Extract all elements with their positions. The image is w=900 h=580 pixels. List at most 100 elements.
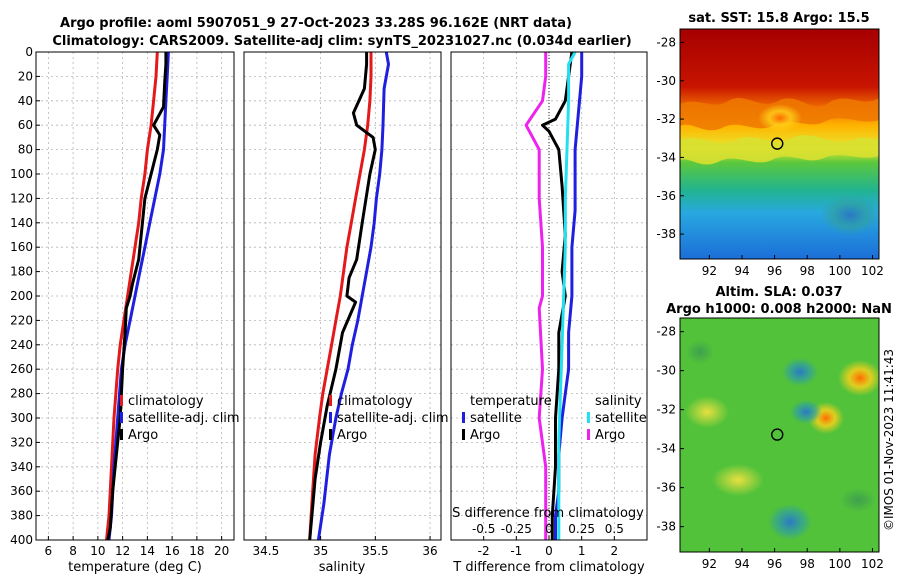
salinity-x-ticks: 34.5 35 35.5 36 — [253, 536, 438, 558]
lon-tick-label: 92 — [702, 557, 717, 571]
x-tick-label: 12 — [115, 544, 130, 558]
legend-temperature-header: temperature — [470, 394, 552, 409]
temperature-lines — [105, 51, 170, 541]
legend-swatch-sal-argo — [587, 429, 590, 440]
depth-tick-label: 400 — [10, 533, 33, 547]
depth-tick-label: 180 — [10, 265, 33, 279]
sla-high — [685, 396, 729, 428]
lat-tick-label: -36 — [656, 189, 676, 203]
depth-tick-label: 220 — [10, 313, 33, 327]
depth-tick-label: 20 — [18, 69, 33, 83]
x-tick-label: 36 — [422, 544, 437, 558]
temperature-grid — [36, 51, 234, 541]
legend-sal-satellite: satellite — [595, 411, 647, 426]
x-tick-label: 34.5 — [253, 544, 280, 558]
lon-tick-label: 100 — [828, 264, 851, 278]
sla-low — [840, 488, 876, 512]
figure-title-line1: Argo profile: aoml 5907051_9 27-Oct-2023… — [60, 16, 572, 31]
sst-frame — [679, 28, 880, 260]
series-climatology — [308, 52, 373, 541]
sst-lat-ticks: -28 -30 -32 -34 -36 -38 — [656, 35, 684, 241]
legend-swatch-temp-satellite — [462, 412, 465, 423]
series-climatology — [105, 51, 159, 541]
s-diff-tick-label: -0.25 — [501, 522, 532, 536]
lat-tick-label: -30 — [656, 364, 676, 378]
x-tick-label: 20 — [214, 544, 229, 558]
salinity-panel: 34.5 35 35.5 36 salinity climatology satell… — [243, 51, 449, 575]
lon-tick-label: 102 — [861, 557, 884, 571]
legend-sal-argo: Argo — [595, 428, 625, 443]
x-tick-label: 1 — [578, 544, 586, 558]
series-satellite-adj-clim — [107, 51, 170, 541]
x-tick-label: 35.5 — [362, 544, 389, 558]
legend-argo: Argo — [128, 428, 158, 443]
legend-climatology: climatology — [128, 394, 204, 409]
lat-tick-label: -38 — [656, 520, 676, 534]
depth-tick-label: 100 — [10, 167, 33, 181]
difference-lines — [524, 51, 584, 540]
legend-argo: Argo — [337, 428, 367, 443]
lon-tick-label: 98 — [800, 557, 815, 571]
depth-tick-label: 320 — [10, 435, 33, 449]
legend-salinity-header: salinity — [595, 394, 642, 409]
sla-low — [782, 358, 818, 386]
sla-map-title-line1: Altim. SLA: 0.037 — [716, 285, 843, 300]
lon-tick-label: 96 — [767, 264, 782, 278]
series-argo — [308, 52, 377, 541]
lon-tick-label: 102 — [861, 264, 884, 278]
depth-tick-label: 360 — [10, 484, 33, 498]
series-satellite-adj-clim — [316, 51, 390, 541]
x-tick-label: 10 — [90, 544, 105, 558]
legend-swatch-climatology — [120, 395, 123, 406]
salinity-xlabel: salinity — [319, 560, 366, 575]
salinity-legend: climatology satellite-adj. clim Argo — [329, 394, 449, 443]
difference-legend: temperature satellite Argo salinity sate… — [462, 394, 647, 443]
legend-swatch-climatology — [329, 395, 332, 406]
lon-tick-label: 98 — [800, 264, 815, 278]
lat-tick-label: -30 — [656, 74, 676, 88]
legend-temp-argo: Argo — [470, 428, 500, 443]
sla-high — [712, 464, 764, 496]
series-salinity-argo — [524, 52, 548, 540]
sla-low — [790, 400, 822, 424]
s-diff-tick-label: 0.5 — [605, 522, 624, 536]
depth-tick-label: 260 — [10, 362, 33, 376]
argo-float-marker — [771, 137, 784, 150]
legend-swatch-temp-argo — [462, 429, 465, 440]
depth-tick-label: 300 — [10, 411, 33, 425]
sst-yellow-band — [680, 135, 879, 165]
temperature-panel: 0 20 40 60 80 100 120 140 160 180 200 220 240 260 280 3… — [10, 45, 240, 575]
temperature-x-ticks: 6 8 10 12 14 16 18 20 — [45, 536, 229, 558]
salinity-frame — [243, 51, 442, 541]
legend-swatch-satellite — [120, 412, 123, 423]
x-tick-label: -2 — [478, 544, 490, 558]
lat-tick-label: -38 — [656, 227, 676, 241]
sla-map-title-line2: Argo h1000: 0.008 h2000: NaN — [666, 302, 892, 317]
sst-map: 92 94 96 98 100 102 -28 -30 -32 -34 -36 -38 — [656, 28, 884, 278]
x-tick-label: 35 — [313, 544, 328, 558]
lat-tick-label: -32 — [656, 403, 676, 417]
depth-tick-label: 240 — [10, 338, 33, 352]
depth-tick-label: 280 — [10, 387, 33, 401]
depth-tick-label: 80 — [18, 143, 33, 157]
t-difference-xlabel: T difference from climatology — [452, 560, 645, 575]
legend-climatology: climatology — [337, 394, 413, 409]
t-difference-x-ticks: -2 -1 0 1 2 — [478, 536, 618, 558]
sst-cool-patch — [820, 195, 879, 235]
legend-satellite: satellite-adj. clim — [128, 411, 240, 426]
sla-low — [686, 340, 714, 364]
sst-warm-eddy — [758, 104, 802, 132]
depth-tick-label: 140 — [10, 216, 33, 230]
x-tick-label: 2 — [611, 544, 619, 558]
x-tick-label: 16 — [164, 544, 179, 558]
lon-tick-label: 100 — [828, 557, 851, 571]
s-diff-tick-label: -0.5 — [472, 522, 495, 536]
temperature-legend: climatology satellite-adj. clim Argo — [120, 394, 240, 443]
imos-timestamp: ©IMOS 01-Nov-2023 11:41:43 — [882, 349, 896, 531]
lat-tick-label: -28 — [656, 35, 676, 49]
salinity-grid — [244, 51, 441, 541]
depth-tick-label: 380 — [10, 509, 33, 523]
sla-low — [768, 504, 812, 540]
x-tick-label: 0 — [545, 544, 553, 558]
